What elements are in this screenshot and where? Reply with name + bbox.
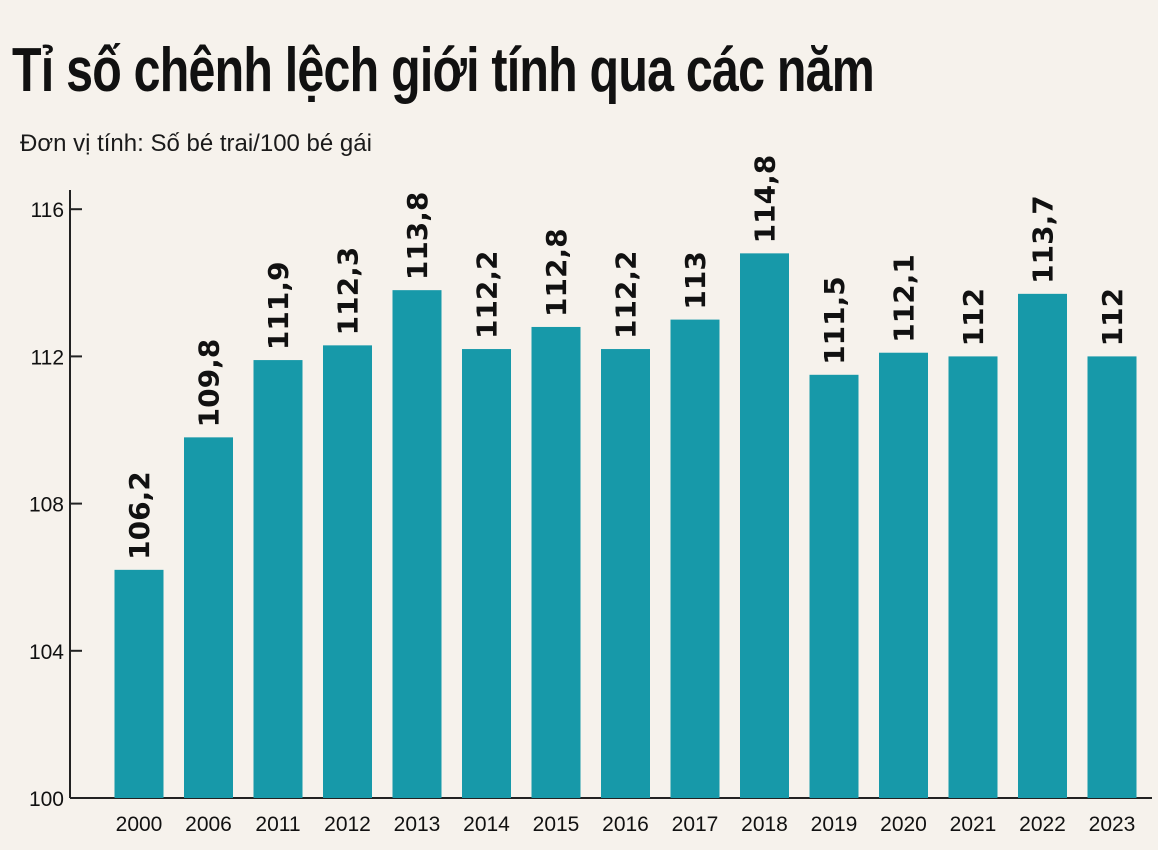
x-tick-label: 2019 <box>811 813 858 836</box>
bar-value-label: 112 <box>1096 288 1129 346</box>
y-tick-label: 116 <box>31 199 64 222</box>
bar <box>392 290 442 798</box>
bar <box>809 374 859 798</box>
bar-value-label: 112,8 <box>540 228 573 317</box>
bar-value-label: 114,8 <box>749 155 782 244</box>
x-tick-label: 2014 <box>463 813 510 836</box>
bar <box>601 349 650 798</box>
x-tick-label: 2021 <box>950 813 997 836</box>
x-tick-label: 2013 <box>394 813 441 836</box>
bar <box>462 349 511 798</box>
y-tick-label: 108 <box>29 494 64 517</box>
bar-value-label: 111,5 <box>818 276 851 365</box>
bar-value-label: 113,8 <box>401 192 434 281</box>
y-tick-label: 100 <box>29 788 64 811</box>
bar-value-label: 109,8 <box>193 339 226 428</box>
bar-value-label: 113 <box>679 251 712 309</box>
bar-value-label: 112,1 <box>888 254 921 343</box>
bar <box>670 319 720 798</box>
bar <box>1087 356 1137 798</box>
bar <box>948 356 998 798</box>
y-tick-label: 112 <box>31 346 64 369</box>
bar-value-label: 112,3 <box>332 247 365 336</box>
x-tick-label: 2020 <box>880 813 927 836</box>
bar <box>114 569 164 798</box>
x-tick-label: 2018 <box>741 813 788 836</box>
bar <box>323 345 372 798</box>
chart-title: Tỉ số chênh lệch giới tính qua các năm <box>12 36 875 105</box>
bar <box>740 253 789 799</box>
x-tick-label: 2011 <box>255 813 300 836</box>
bar <box>253 360 303 798</box>
bar <box>531 326 581 798</box>
bar-value-label: 112,2 <box>610 250 643 339</box>
chart-subtitle: Đơn vị tính: Số bé trai/100 bé gái <box>20 130 372 157</box>
bar <box>1018 293 1067 798</box>
bar-value-label: 113,7 <box>1027 195 1060 284</box>
y-tick-label: 104 <box>29 641 64 664</box>
bar-value-label: 106,2 <box>123 471 156 560</box>
x-tick-label: 2012 <box>324 813 371 836</box>
bar-value-label: 111,9 <box>262 262 295 351</box>
bar-value-label: 112,2 <box>471 250 504 339</box>
x-tick-label: 2023 <box>1089 813 1136 836</box>
bar <box>184 437 233 798</box>
bar-value-label: 112 <box>957 288 990 346</box>
bar <box>879 352 928 798</box>
x-tick-label: 2016 <box>602 813 649 836</box>
x-tick-label: 2022 <box>1019 813 1066 836</box>
x-tick-label: 2017 <box>672 813 719 836</box>
x-tick-label: 2006 <box>185 813 232 836</box>
x-tick-label: 2015 <box>533 813 580 836</box>
x-tick-label: 2000 <box>116 813 163 836</box>
